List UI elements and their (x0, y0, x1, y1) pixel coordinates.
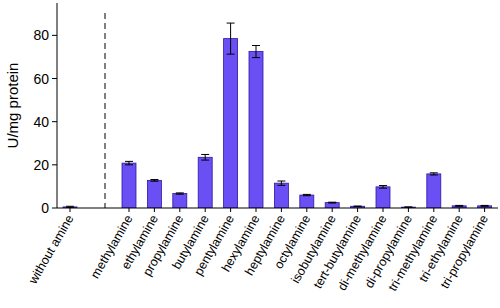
x-tick (357, 208, 358, 212)
error-cap (303, 195, 311, 196)
x-tick (408, 208, 409, 212)
error-cap (277, 185, 285, 186)
error-cap (328, 202, 336, 203)
error-bar (176, 193, 184, 194)
error-bar (125, 161, 133, 164)
error-stem (129, 161, 130, 164)
y-axis (57, 3, 58, 208)
error-cap (303, 194, 311, 195)
bar (325, 203, 339, 208)
error-bar (201, 154, 209, 160)
bar (376, 187, 390, 208)
error-cap (125, 164, 133, 165)
error-cap (455, 206, 463, 207)
error-bar (379, 186, 387, 189)
bar (274, 183, 288, 208)
y-tick-label: 60 (33, 71, 49, 87)
bar (300, 195, 314, 208)
error-stem (256, 46, 257, 58)
error-bar (66, 206, 74, 207)
y-axis-label: U/mg protein (4, 63, 21, 149)
error-stem (205, 154, 206, 160)
x-tick (332, 208, 333, 212)
x-tick (484, 208, 485, 212)
error-cap (150, 179, 158, 180)
x-tick (383, 208, 384, 212)
error-cap (481, 205, 489, 206)
error-cap (227, 23, 235, 24)
error-cap (430, 174, 438, 175)
error-cap (328, 203, 336, 204)
error-bar (481, 205, 489, 207)
error-cap (354, 206, 362, 207)
error-bar (227, 23, 235, 54)
chart: 020406080without aminemethylamineethylam… (0, 0, 500, 308)
error-cap (354, 206, 362, 207)
error-cap (176, 192, 184, 193)
separator (105, 13, 106, 208)
error-cap (379, 188, 387, 189)
error-stem (281, 181, 282, 185)
bar (122, 163, 136, 208)
x-tick (256, 208, 257, 212)
error-cap (252, 45, 260, 46)
error-bar (430, 173, 438, 175)
bar (224, 39, 238, 208)
error-cap (125, 161, 133, 162)
bar (198, 157, 212, 208)
y-tick-label: 20 (33, 157, 49, 173)
error-bar (277, 181, 285, 185)
x-tick (129, 208, 130, 212)
error-cap (277, 181, 285, 182)
error-cap (455, 205, 463, 206)
x-tick (205, 208, 206, 212)
error-cap (66, 206, 74, 207)
x-tick (70, 208, 71, 212)
x-tick (281, 208, 282, 212)
x-tick (230, 208, 231, 212)
error-cap (150, 181, 158, 182)
error-cap (252, 57, 260, 58)
error-stem (230, 23, 231, 54)
y-tick (52, 78, 57, 79)
error-bar (328, 202, 336, 204)
error-bar (354, 206, 362, 207)
error-cap (201, 160, 209, 161)
y-tick (52, 35, 57, 36)
y-tick (52, 121, 57, 122)
error-bar (252, 46, 260, 58)
error-cap (430, 172, 438, 173)
x-tick (459, 208, 460, 212)
x-tick (154, 208, 155, 212)
error-cap (379, 185, 387, 186)
error-cap (404, 206, 412, 207)
error-cap (176, 194, 184, 195)
error-bar (455, 205, 463, 207)
bar (427, 174, 441, 208)
error-bar (303, 194, 311, 195)
y-tick (52, 208, 57, 209)
bars (63, 23, 492, 208)
error-cap (481, 206, 489, 207)
bar (173, 194, 187, 208)
y-tick-label: 40 (33, 114, 49, 130)
x-tick-label: without amine (25, 212, 76, 287)
y-tick-label: 0 (41, 200, 49, 216)
bar (147, 180, 161, 208)
error-cap (227, 54, 235, 55)
x-tick-label: tri-propylamine (438, 212, 491, 291)
y-tick-label: 80 (33, 27, 49, 43)
x-tick (179, 208, 180, 212)
x-axis (57, 208, 498, 209)
error-bar (150, 180, 158, 182)
bar (249, 52, 263, 208)
x-tick (306, 208, 307, 212)
x-tick (433, 208, 434, 212)
y-tick (52, 164, 57, 165)
error-cap (201, 154, 209, 155)
